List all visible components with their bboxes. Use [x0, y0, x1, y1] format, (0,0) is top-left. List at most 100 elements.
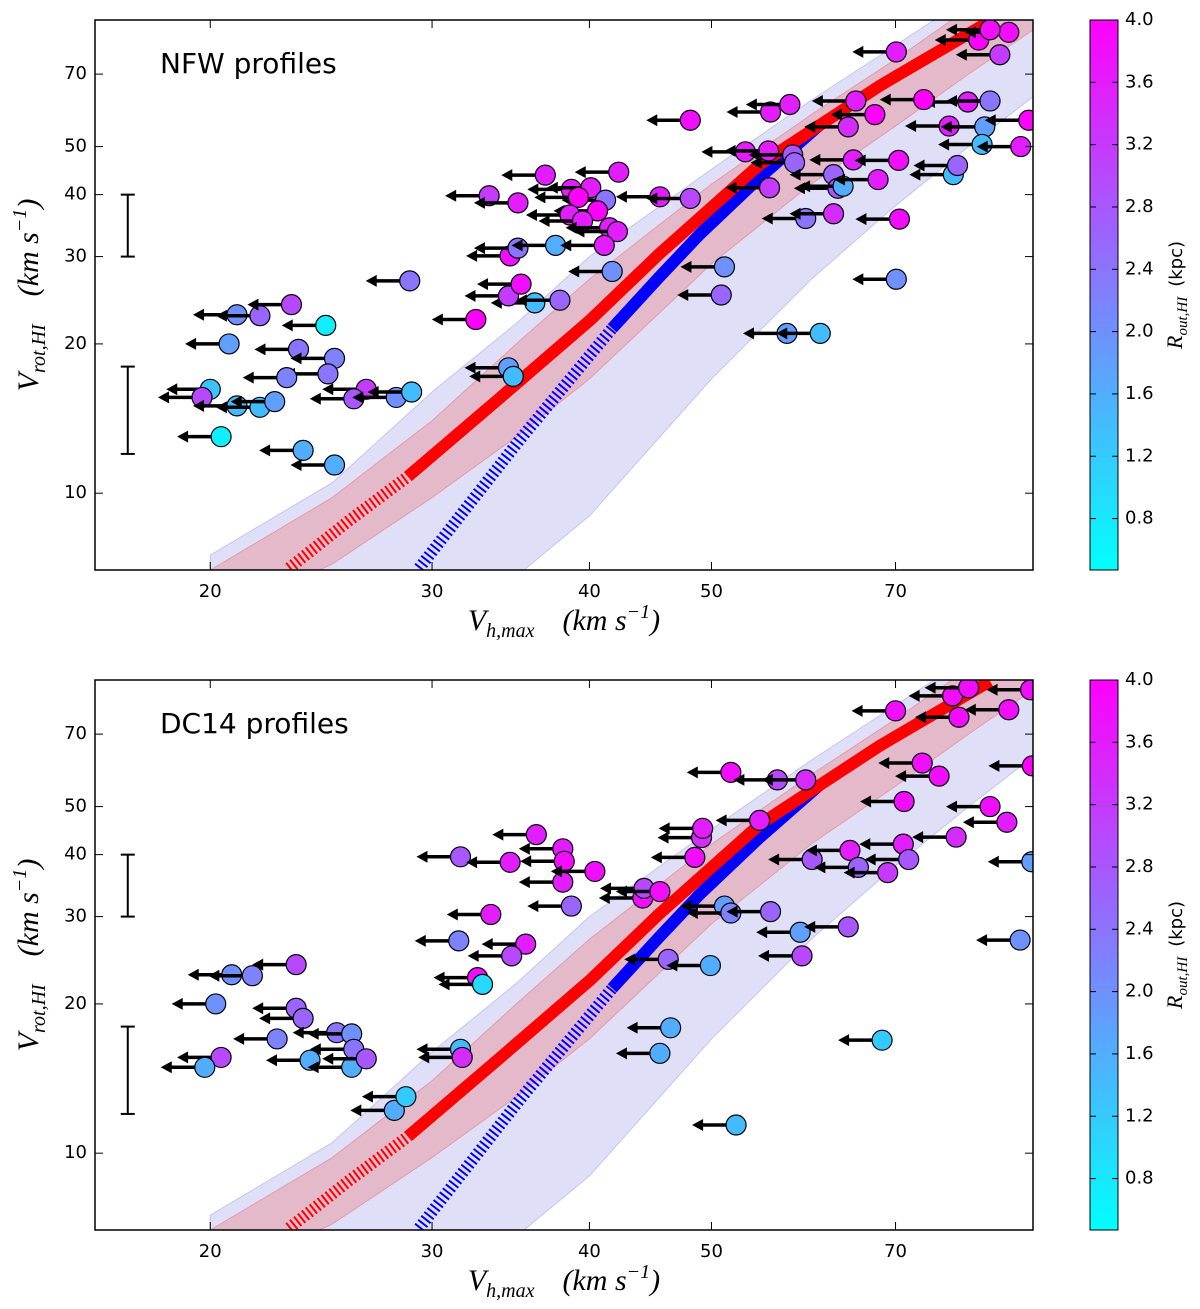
y-tick-label: 50: [64, 136, 87, 157]
colorbar-label: Rout,HI (kpc): [1162, 241, 1191, 350]
colorbar-tick-label: 3.2: [1125, 794, 1154, 815]
arrow-head: [814, 861, 826, 874]
arrow-head: [946, 94, 958, 107]
data-point: [795, 769, 817, 791]
data-point: [684, 846, 706, 868]
arrow-head: [352, 391, 364, 404]
arrow-head: [879, 93, 891, 106]
arrow-head: [525, 208, 537, 221]
arrow-head: [464, 289, 476, 302]
colorbar-tick-label: 2.8: [1125, 196, 1154, 217]
data-point: [395, 1086, 417, 1108]
data-point: [451, 1046, 473, 1069]
arrow-head: [445, 189, 457, 202]
arrow-head: [666, 959, 678, 972]
arrow-head: [518, 842, 530, 855]
arrow-head: [464, 361, 476, 374]
data-point: [241, 965, 263, 987]
arrow-head: [657, 831, 669, 844]
data-point: [264, 391, 286, 413]
arrow-head: [477, 278, 489, 291]
axes-frame: [94, 679, 1034, 1231]
arrow-head: [838, 1034, 850, 1047]
y-tick-label: 20: [64, 993, 87, 1014]
data-point: [552, 871, 574, 893]
data-point: [218, 333, 240, 355]
arrow-head: [322, 383, 334, 396]
data-point: [205, 993, 227, 1015]
arrow-head: [692, 1118, 704, 1131]
arrow-head: [726, 106, 738, 119]
data-point: [710, 284, 732, 306]
arrow-head: [946, 800, 958, 813]
arrow-head: [955, 48, 967, 61]
arrow-head: [574, 166, 586, 179]
panel: 20 30 40 50 70 10 20 30 40 50 70 DC14 profiles Vh,ma…: [9, 669, 1191, 1302]
arrow-head: [761, 773, 773, 786]
arrow-head: [433, 971, 445, 984]
arrow-head: [538, 214, 550, 227]
arrow-head: [726, 905, 738, 918]
arrow-head: [615, 190, 627, 203]
data-point: [1018, 109, 1033, 131]
arrow-head: [624, 953, 636, 966]
panel: 20 30 40 50 70 10 20 30 40 50 70 NFW profiles Vh,max…: [9, 9, 1191, 642]
panel-annotation: DC14 profiles: [160, 707, 349, 740]
arrow-head: [750, 156, 762, 169]
arrow-head: [307, 1061, 319, 1074]
arrow-head: [715, 814, 727, 827]
arrow-head: [157, 391, 169, 404]
arrow-head: [761, 212, 773, 225]
data-point: [725, 1114, 747, 1136]
y-tick-label: 10: [64, 482, 87, 503]
data-point: [1019, 680, 1033, 701]
x-tick-label: 70: [884, 581, 907, 602]
colorbar-tick-label: 2.8: [1125, 856, 1154, 877]
data-point: [749, 809, 771, 831]
data-point: [884, 700, 907, 722]
arrow-head: [615, 1047, 627, 1060]
arrow-head: [252, 1002, 264, 1015]
arrow-head: [160, 1061, 172, 1074]
arrow-head: [854, 154, 866, 167]
arrow-head: [855, 213, 867, 226]
arrow-head: [843, 866, 855, 879]
label-subscript: rot,HI: [28, 983, 50, 1033]
arrow-head: [418, 1051, 430, 1064]
arrow-head: [895, 770, 907, 783]
arrow-head: [864, 853, 876, 866]
arrow-head: [290, 458, 302, 471]
arrow-head: [501, 169, 513, 182]
arrow-head: [680, 900, 692, 913]
arrow-head: [725, 181, 737, 194]
colorbar-tick-label: 1.6: [1125, 383, 1154, 404]
arrow-head: [860, 795, 872, 808]
data-point: [783, 152, 806, 174]
arrow-head: [680, 260, 692, 273]
arrow-head: [905, 120, 917, 133]
data-point: [877, 861, 899, 884]
data-point: [998, 21, 1020, 43]
arrow-head: [259, 1012, 271, 1025]
arrow-head: [416, 1043, 428, 1056]
label-unit: (km s: [12, 232, 45, 296]
arrow-head: [467, 949, 479, 962]
arrow-head: [259, 444, 271, 457]
colorbar-tick-label: 3.6: [1125, 731, 1154, 752]
data-point: [507, 192, 529, 214]
arrow-head: [976, 934, 988, 947]
label-symbol: V: [12, 369, 45, 391]
data-point: [845, 90, 867, 112]
label-subscript: rot,HI: [28, 323, 50, 373]
arrow-head: [550, 865, 562, 878]
data-point: [911, 752, 933, 774]
model-curve: [403, 20, 994, 482]
arrow-head: [940, 120, 952, 133]
data-point: [323, 454, 346, 476]
arrow-head: [242, 371, 254, 384]
label-symbol: R: [1162, 995, 1187, 1010]
label-unit: (km s: [563, 604, 627, 637]
data-point: [292, 439, 314, 461]
label-symbol: V: [468, 1264, 490, 1297]
data-point: [567, 186, 589, 208]
